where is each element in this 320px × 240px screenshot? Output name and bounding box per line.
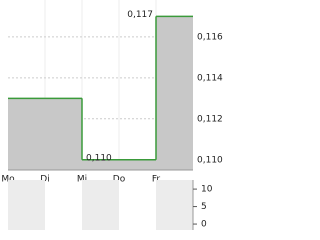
y-tick-label: 0,114 xyxy=(197,73,223,83)
x-tick-label: Mi xyxy=(77,175,87,185)
day-band xyxy=(156,180,193,230)
x-tick-label: Mo xyxy=(1,175,15,185)
chart: 0,110 0,112 0,114 0,116 0,117 0,110 Mo Di Mi Do Fr… xyxy=(1,0,223,230)
y-tick-label: 0 xyxy=(201,220,207,230)
area-fill xyxy=(8,98,45,170)
area-fill xyxy=(82,159,119,170)
y-tick-label: 0,112 xyxy=(197,114,223,124)
y-tick-label: 5 xyxy=(201,202,207,212)
day-band xyxy=(8,180,45,230)
x-tick-label: Do xyxy=(113,175,126,185)
day-band xyxy=(82,180,119,230)
x-tick-label: Fr xyxy=(152,175,161,185)
y-tick-label: 0,110 xyxy=(197,155,223,165)
area-fill xyxy=(156,16,193,170)
area-fill xyxy=(119,159,156,170)
y-tick-label: 0,116 xyxy=(197,32,223,42)
y-tick-label: 10 xyxy=(201,185,213,195)
annotation: 0,117 xyxy=(127,10,153,20)
area-fill xyxy=(45,98,82,170)
annotation: 0,110 xyxy=(86,153,112,163)
x-tick-label: Di xyxy=(40,175,49,185)
